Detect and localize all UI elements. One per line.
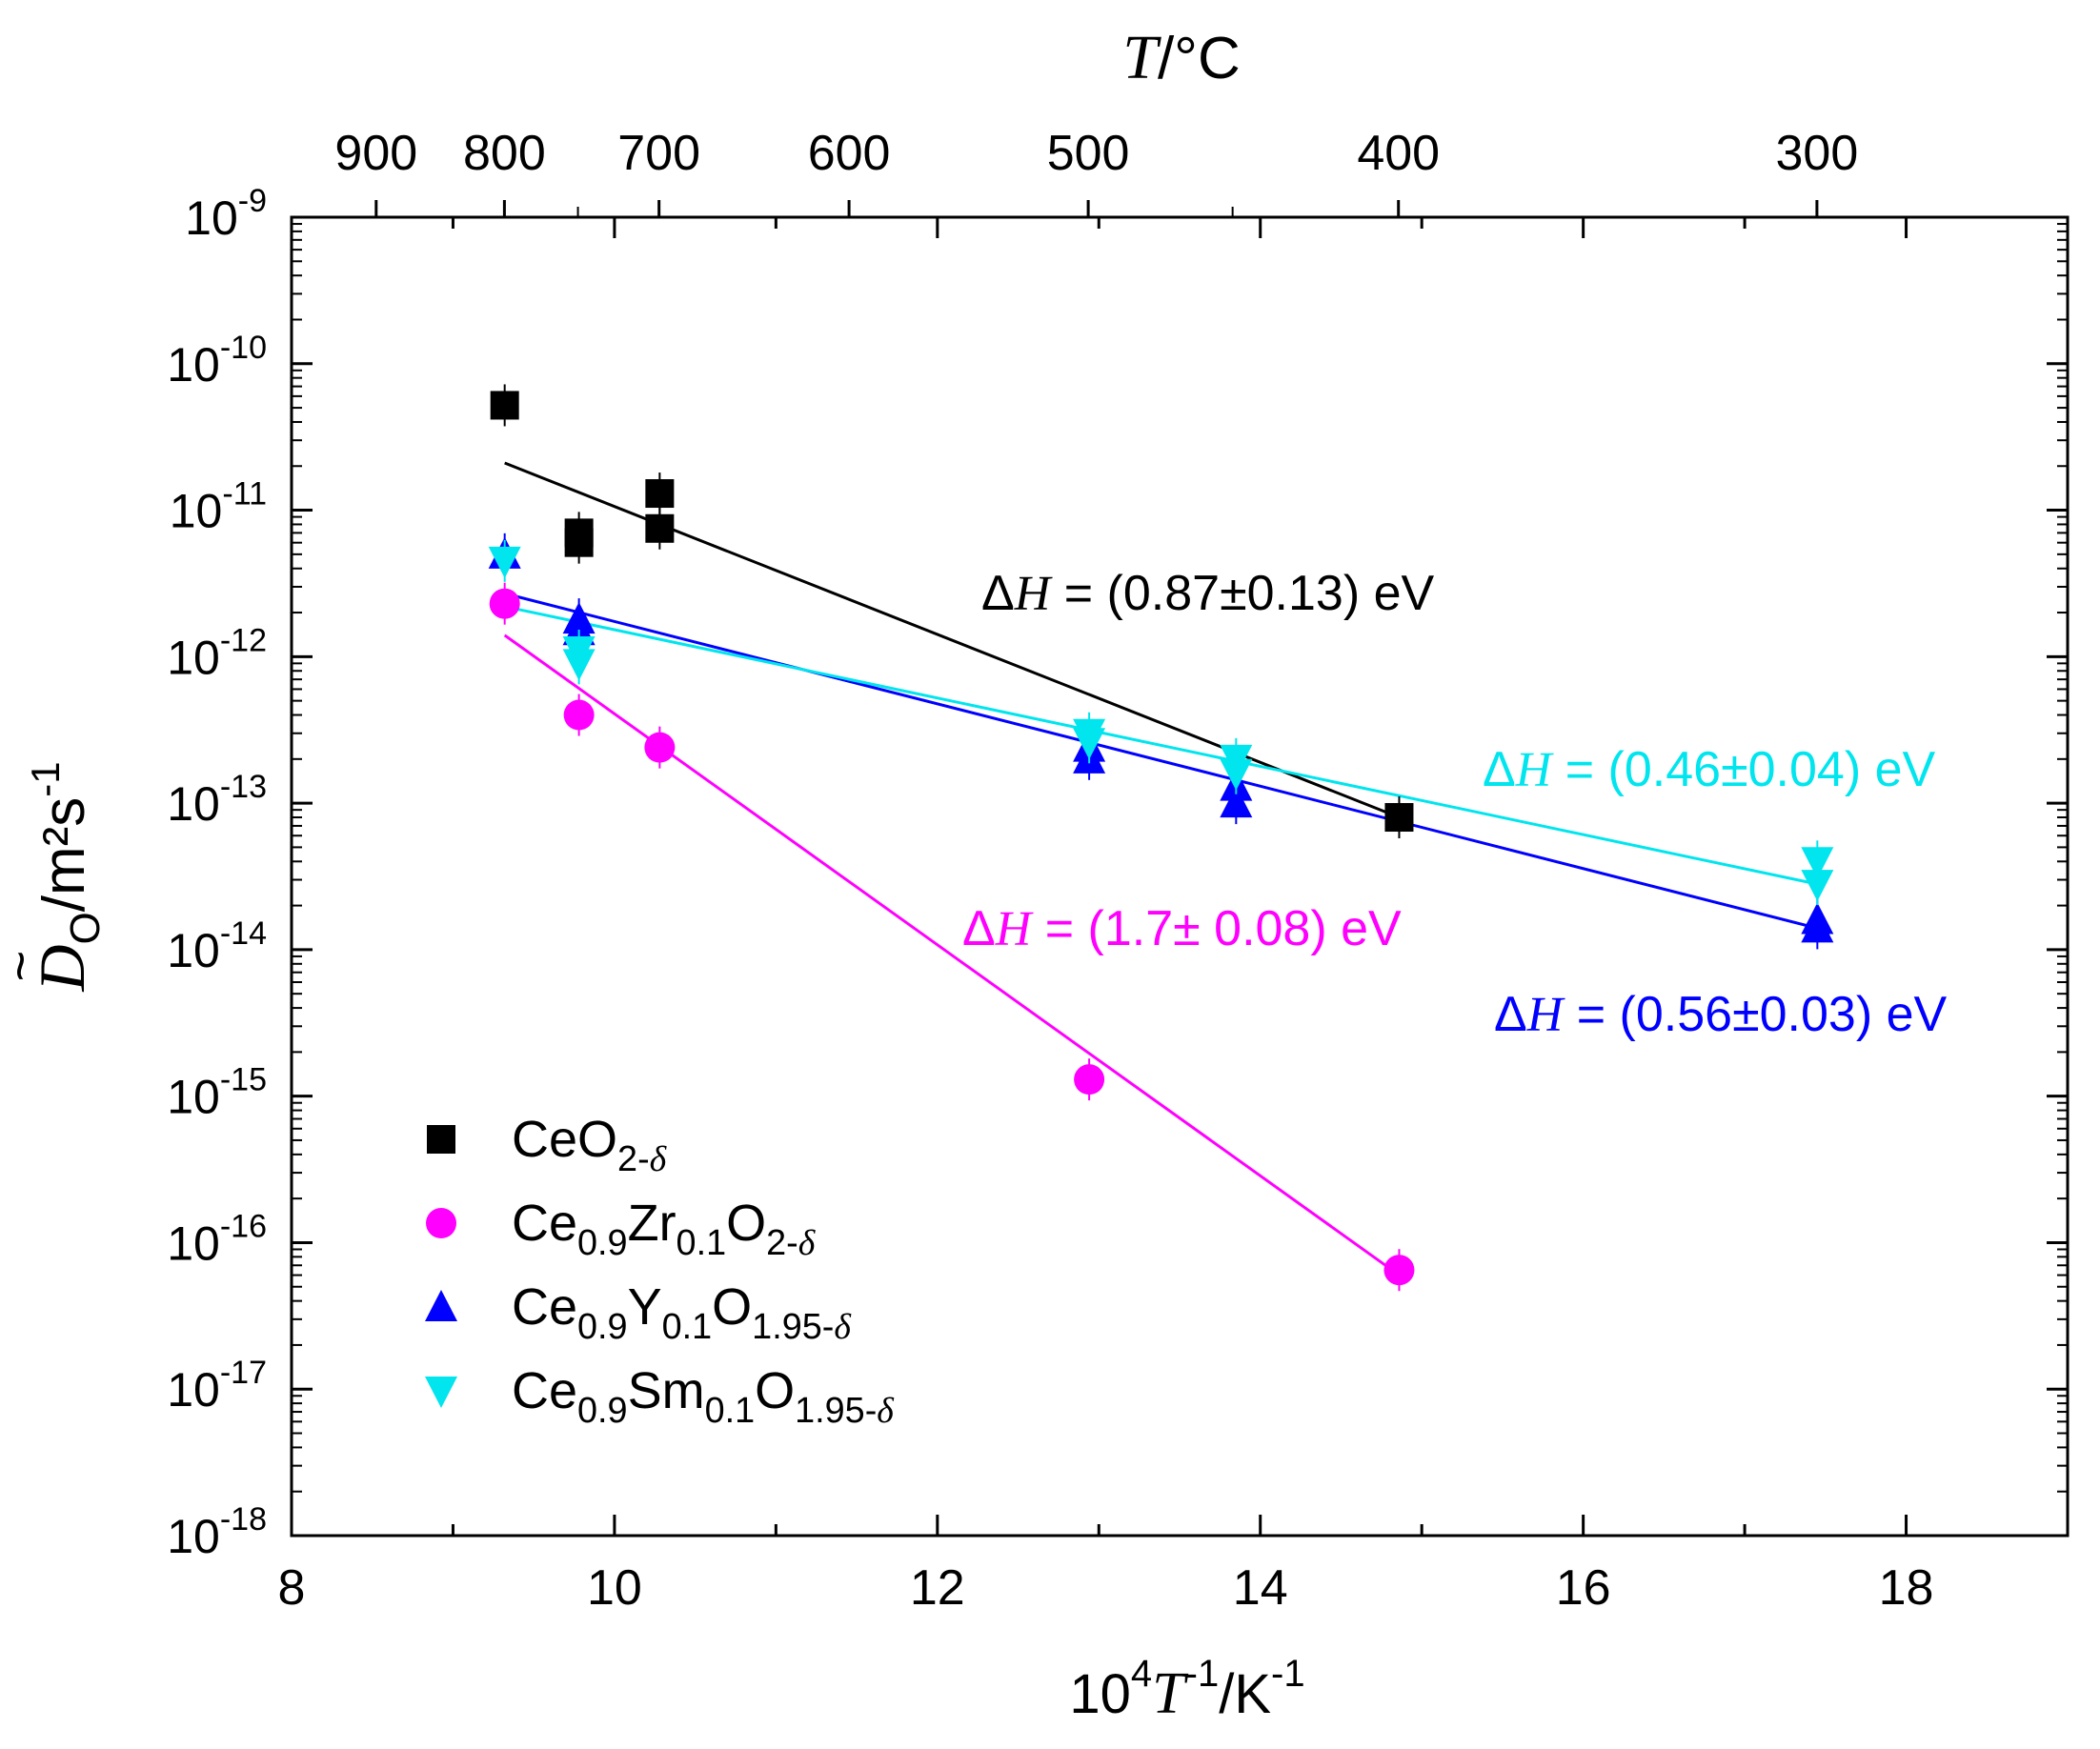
data-point-triangle-down (1801, 870, 1834, 902)
x-tick-label: 10 (587, 1560, 642, 1616)
data-point-triangle-down (425, 1377, 457, 1408)
data-point-square (645, 513, 675, 543)
fit-line (504, 592, 1818, 930)
top-tick-label: 800 (463, 126, 546, 181)
activation-energy-labels: ΔH = (0.87±0.13) eV ΔH = (1.7± 0.08) eV ΔH… (962, 566, 1948, 1042)
x-tick-label: 8 (278, 1560, 306, 1616)
legend-label: Ce0.9Y0.1O1.95-δ (512, 1278, 852, 1347)
y-tick-label: 10-11 (170, 476, 267, 538)
y-tick-label: 10-14 (167, 915, 267, 977)
y-tick-label: 10-16 (167, 1208, 267, 1270)
data-point-triangle-up (1220, 786, 1253, 818)
data-point-triangle-down (1073, 728, 1106, 760)
top-tick-label: 600 (808, 126, 891, 181)
x-axis-title: 104T-1/K-1 (1069, 1653, 1304, 1726)
y-tick-label: 10-12 (167, 622, 267, 684)
activation-energy-label: ΔH = (0.46±0.04) eV (1483, 742, 1936, 797)
legend-label: CeO2-δ (512, 1111, 668, 1179)
top-axis: 900 800 700 600 500 400 300 (334, 126, 1858, 217)
data-point-triangle-down (488, 546, 521, 578)
y-tick-label: 10-13 (167, 769, 267, 831)
data-point-triangle-up (425, 1290, 457, 1321)
data-point-circle (1074, 1064, 1105, 1096)
x-tick-label: 18 (1879, 1560, 1934, 1616)
y-tick-label: 10-10 (167, 330, 267, 392)
data-point-triangle-up (1801, 911, 1834, 943)
top-axis-title: T/°C (1122, 23, 1241, 92)
y-axis: 10-18 10-17 10-16 10-15 10-14 10-13 10-12 10-11… (167, 183, 2068, 1563)
plot-frame (290, 215, 2070, 1538)
data-point-circle (563, 699, 595, 731)
legend-label: Ce0.9Sm0.1O1.95-δ (512, 1362, 895, 1431)
data-point-circle (644, 732, 676, 763)
tilde-mark: ~ (0, 951, 50, 982)
y-tick-label: 10-15 (167, 1062, 267, 1124)
top-tick-label: 500 (1047, 126, 1130, 181)
y-tick-label: 10-18 (167, 1501, 267, 1563)
y-axis-title: DO/m²s-1~ (0, 761, 109, 992)
data-point-square (490, 391, 519, 420)
fit-line (504, 461, 1401, 819)
data-point-square (564, 528, 594, 557)
data-point-square (1384, 803, 1414, 833)
top-tick-label: 300 (1776, 126, 1859, 181)
svg-text:DO/m²s-1: DO/m²s-1 (23, 761, 109, 992)
activation-energy-label: ΔH = (0.87±0.13) eV (981, 566, 1435, 621)
data-point-triangle-down (1220, 758, 1253, 791)
x-tick-label: 16 (1556, 1560, 1611, 1616)
x-tick-label: 12 (910, 1560, 965, 1616)
axis-titles: 104T-1/K-1 T/°C DO/m²s-1~ (0, 23, 1305, 1726)
data-point-circle (1383, 1255, 1415, 1286)
activation-energy-label: ΔH = (1.7± 0.08) eV (962, 901, 1402, 956)
y-tick-label: 10-17 (167, 1355, 267, 1417)
fit-line (504, 605, 1818, 886)
legend: CeO2-δ Ce0.9Zr0.1O2-δ Ce0.9Y0.1O1.95-δ Ce0.… (425, 1111, 895, 1431)
data-point-triangle-down (1801, 847, 1834, 879)
top-tick-label: 400 (1357, 126, 1440, 181)
data-points (488, 384, 1834, 1292)
data-point-square (427, 1125, 455, 1154)
top-tick-label: 900 (334, 126, 417, 181)
activation-energy-label: ΔH = (0.56±0.03) eV (1494, 987, 1948, 1042)
x-tick-label: 14 (1233, 1560, 1288, 1616)
y-tick-label: 10-9 (185, 183, 267, 245)
data-point-circle (426, 1208, 456, 1238)
legend-label: Ce0.9Zr0.1O2-δ (512, 1195, 817, 1263)
data-point-circle (489, 588, 520, 619)
data-point-triangle-down (562, 649, 596, 681)
x-axis: 8 10 12 14 16 18 (278, 217, 2070, 1616)
data-point-square (645, 479, 675, 509)
top-tick-label: 700 (617, 126, 700, 181)
